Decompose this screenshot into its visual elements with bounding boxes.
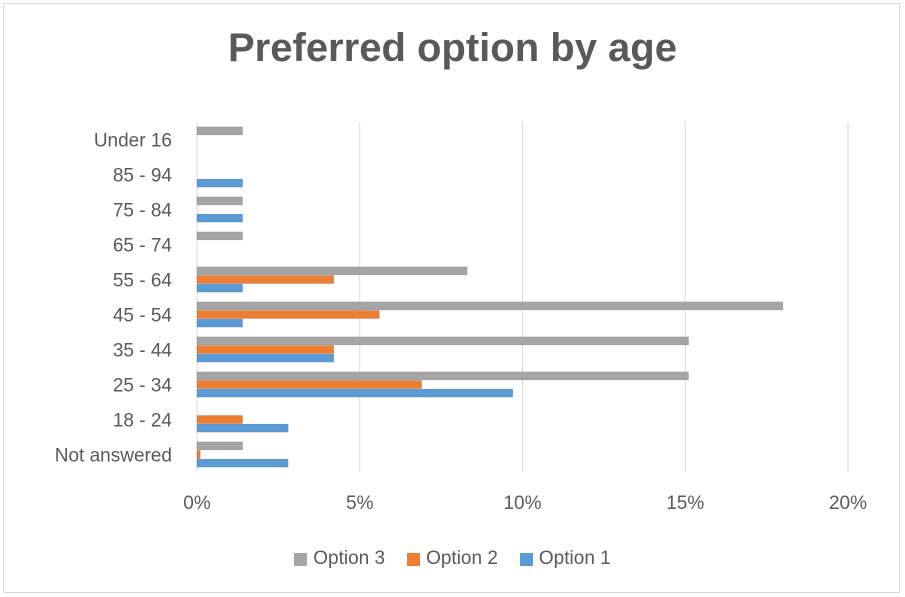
legend-label: Option 1 (538, 548, 611, 569)
x-tick-label: 15% (666, 493, 704, 514)
bar-option-1 (196, 318, 243, 328)
bar-option-1 (196, 283, 243, 293)
category-label: 85 - 94 (113, 166, 173, 187)
bar-option-1 (196, 458, 289, 468)
bar-option-1 (196, 178, 243, 188)
category-label: 25 - 34 (113, 376, 173, 397)
chart-title: Preferred option by age (228, 26, 677, 70)
category-label: 35 - 44 (113, 341, 173, 362)
x-tick-label: 0% (183, 493, 211, 514)
legend-item: Option 2 (407, 548, 498, 570)
bar-option-3 (196, 441, 243, 451)
category-label: 55 - 64 (113, 271, 173, 292)
bar-option-3 (196, 231, 243, 241)
chart-frame (3, 3, 900, 593)
x-tick-labels: 0% 5% 10% 15% 20% (183, 493, 867, 514)
x-tick-label: 5% (346, 493, 374, 514)
bar-option-3 (196, 266, 468, 276)
bar-option-1 (196, 388, 514, 398)
category-labels: Not answered 18 - 24 25 - 34 35 - 44 45 - 54… (55, 131, 173, 467)
bar-option-1 (196, 423, 289, 433)
gridlines (196, 122, 849, 472)
category-label: 45 - 54 (113, 306, 173, 327)
legend-swatch (407, 552, 421, 566)
legend-item: Option 3 (294, 548, 385, 570)
bar-option-3 (196, 196, 243, 206)
category-label: Not answered (55, 446, 172, 467)
bar-option-2 (196, 415, 243, 424)
bars (196, 126, 784, 468)
category-label: 65 - 74 (113, 236, 173, 257)
x-tick-label: 20% (829, 493, 867, 514)
legend-swatch (294, 552, 308, 566)
bar-option-2 (196, 275, 335, 284)
bar-option-2 (196, 450, 201, 459)
legend-item: Option 1 (519, 548, 611, 570)
category-label: 75 - 84 (113, 201, 173, 222)
legend-swatch (519, 552, 533, 566)
bar-option-3 (196, 336, 689, 346)
bar-option-2 (196, 310, 380, 319)
bar-option-3 (196, 301, 784, 311)
bar-option-2 (196, 380, 422, 389)
bar-option-3 (196, 371, 689, 381)
legend-label: Option 2 (426, 548, 498, 569)
bar-option-3 (196, 126, 243, 136)
category-label: Under 16 (94, 131, 172, 152)
bar-option-1 (196, 213, 243, 223)
legend-label: Option 3 (313, 548, 386, 569)
bar-option-2 (196, 345, 335, 354)
x-tick-label: 10% (503, 493, 541, 514)
category-label: 18 - 24 (113, 411, 173, 432)
legend: Option 3 Option 2 Option 1 (0, 548, 905, 570)
bar-option-1 (196, 353, 335, 363)
